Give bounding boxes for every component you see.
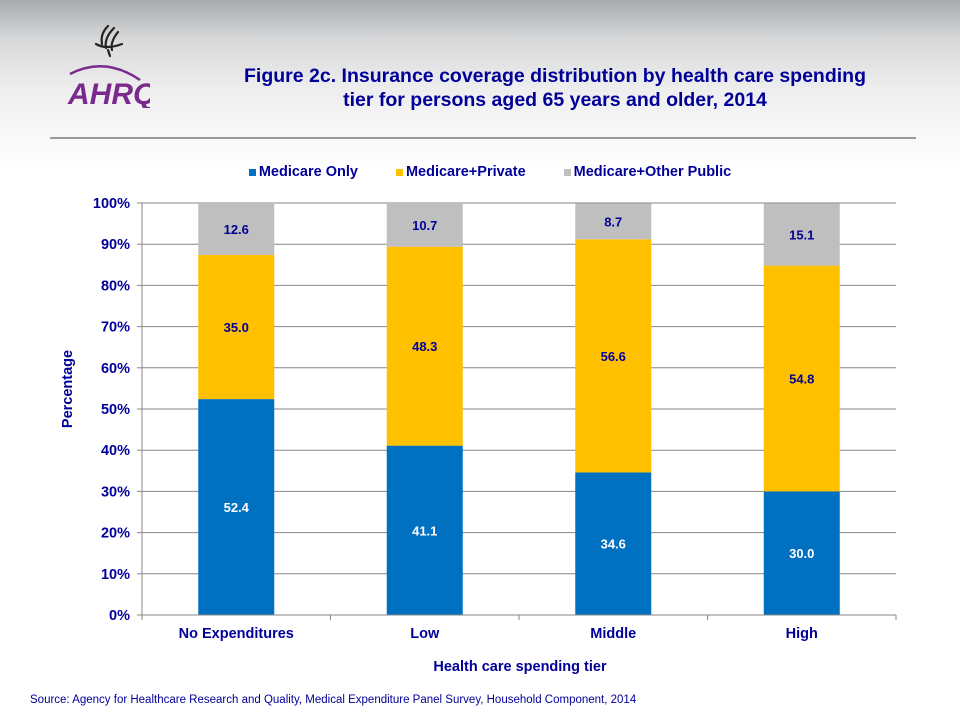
y-tick-label: 80% bbox=[101, 278, 130, 294]
chart-legend: Medicare Only Medicare+Private Medicare+… bbox=[0, 164, 960, 180]
bar-segment bbox=[198, 399, 275, 615]
x-tick-label: Middle bbox=[590, 626, 636, 642]
bar-segment bbox=[198, 203, 275, 255]
bar-segment bbox=[386, 445, 463, 615]
header-divider bbox=[50, 137, 916, 139]
data-label: 35.0 bbox=[224, 320, 249, 335]
legend-label: Medicare Only bbox=[258, 164, 358, 180]
y-tick-label: 70% bbox=[101, 320, 130, 336]
y-tick-label: 100% bbox=[93, 196, 130, 212]
y-tick-label: 60% bbox=[101, 361, 130, 377]
y-tick-label: 10% bbox=[101, 567, 130, 583]
bar-segment bbox=[575, 203, 652, 240]
bar-segment bbox=[763, 265, 840, 492]
y-tick-label: 30% bbox=[101, 484, 130, 500]
legend-swatch-medicare-only bbox=[248, 168, 256, 176]
legend-swatch-medicare-private bbox=[395, 168, 403, 176]
bar-segment bbox=[763, 203, 840, 266]
chart-title-line2: tier for persons aged 65 years and older… bbox=[343, 89, 767, 111]
x-tick-label: Low bbox=[410, 626, 440, 642]
bar-segment bbox=[575, 472, 652, 615]
x-axis: No Expenditures Low Middle High bbox=[142, 614, 897, 642]
y-axis-title: Percentage bbox=[60, 350, 76, 428]
data-label: 12.6 bbox=[224, 222, 249, 237]
legend-swatch-medicare-other-public bbox=[563, 168, 571, 176]
chart-title-line1: Figure 2c. Insurance coverage distributi… bbox=[244, 65, 866, 87]
data-label: 48.3 bbox=[412, 339, 437, 354]
data-label: 15.1 bbox=[789, 228, 814, 243]
legend-item-medicare-only: Medicare Only bbox=[248, 164, 358, 180]
svg-text:AHRQ: AHRQ bbox=[67, 78, 150, 108]
bar-segment bbox=[763, 491, 840, 615]
data-label: 52.4 bbox=[224, 500, 250, 515]
ahrq-wordmark: AHRQ bbox=[67, 65, 156, 111]
y-tick-label: 50% bbox=[101, 402, 130, 418]
y-axis: 0% 10% 20% 30% 40% 50% 60% 70% 80% 90% 100% bbox=[93, 196, 143, 624]
y-tick-label: 20% bbox=[101, 526, 130, 542]
x-tick-label: High bbox=[786, 626, 818, 642]
data-label: 34.6 bbox=[601, 537, 626, 552]
x-axis-title: Health care spending tier bbox=[433, 659, 607, 675]
data-label: 41.1 bbox=[412, 523, 437, 538]
y-tick-label: 0% bbox=[109, 608, 130, 624]
hhs-eagle-icon bbox=[94, 24, 124, 58]
x-tick-label: No Expenditures bbox=[179, 626, 294, 642]
y-tick-label: 40% bbox=[101, 443, 130, 459]
y-tick-label: 90% bbox=[101, 237, 130, 253]
bar-segment bbox=[386, 203, 463, 247]
data-label: 30.0 bbox=[789, 546, 814, 561]
bar-segment bbox=[198, 254, 275, 400]
data-label: 8.7 bbox=[604, 214, 622, 229]
legend-label: Medicare+Private bbox=[405, 164, 526, 180]
data-label: 54.8 bbox=[789, 372, 814, 387]
data-label: 56.6 bbox=[601, 349, 626, 364]
source-note: Source: Agency for Healthcare Research a… bbox=[30, 694, 637, 706]
bar-segment bbox=[386, 246, 463, 446]
bar-segment bbox=[575, 239, 652, 473]
data-label: 10.7 bbox=[412, 218, 437, 233]
legend-item-medicare-private: Medicare+Private bbox=[395, 164, 526, 180]
ahrq-logo: AHRQ bbox=[30, 8, 156, 111]
bars: 52.4 35.0 12.6 41.1 48.3 10.7 34.6 56.6 8.7 30.0 5… bbox=[198, 203, 840, 615]
legend-label: Medicare+Other Public bbox=[573, 164, 732, 180]
legend-item-medicare-other-public: Medicare+Other Public bbox=[563, 164, 732, 180]
chart-title: Figure 2c. Insurance coverage distributi… bbox=[200, 64, 910, 112]
